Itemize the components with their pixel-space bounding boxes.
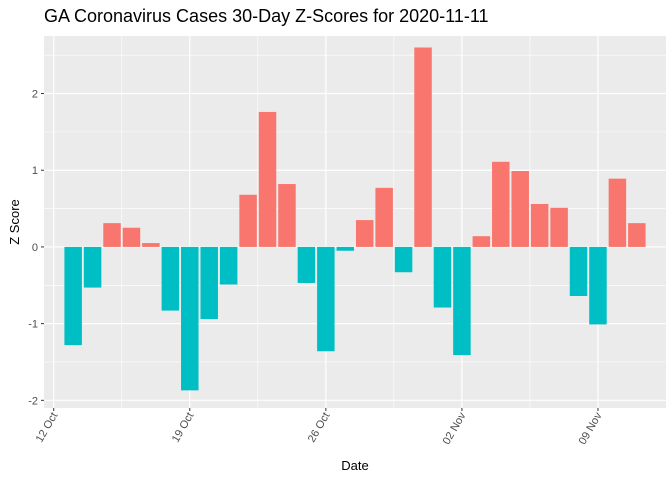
bar [608,178,627,247]
bar [161,246,180,311]
x-tick-label: 12 Oct [34,411,61,445]
bar [394,246,413,273]
x-tick-label: 02 Nov [441,410,469,447]
y-tick-label: -2 [28,395,38,407]
bar [64,246,82,346]
bar [142,243,160,247]
bar [278,184,296,247]
bar [433,246,452,308]
x-tick-label: 09 Nov [577,410,605,447]
bar [239,194,257,247]
bar [219,246,238,285]
y-axis-title: Z Score [7,199,22,245]
bar [317,246,335,352]
bar [83,246,102,288]
bar [297,246,316,283]
bar [453,246,471,356]
x-axis: 12 Oct 19 Oct 26 Oct 02 Nov 09 Nov [34,408,605,447]
bar [200,246,218,320]
bar [103,223,121,247]
x-tick-label: 26 Oct [306,411,333,445]
bar [511,170,529,247]
bars [64,47,646,391]
bar [589,246,607,325]
bar [472,236,491,247]
y-axis: -2 -1 0 1 2 [28,89,44,407]
bar [414,47,432,247]
chart-title: GA Coronavirus Cases 30-Day Z-Scores for… [44,6,489,26]
bar [375,187,393,247]
bar [530,203,549,247]
y-tick-label: 2 [32,89,38,101]
bar [336,246,355,251]
bar [181,246,199,391]
x-axis-title: Date [341,458,368,473]
bar [258,111,277,247]
y-tick-label: -1 [28,319,38,331]
bar [492,161,510,247]
plot-panel [44,36,666,408]
bar [569,246,588,297]
y-tick-label: 0 [32,242,38,254]
bar [122,227,141,247]
bar [550,207,568,247]
bar [628,223,646,247]
x-tick-label: 19 Oct [170,411,197,445]
y-tick-label: 1 [32,165,38,177]
bar [355,220,374,247]
